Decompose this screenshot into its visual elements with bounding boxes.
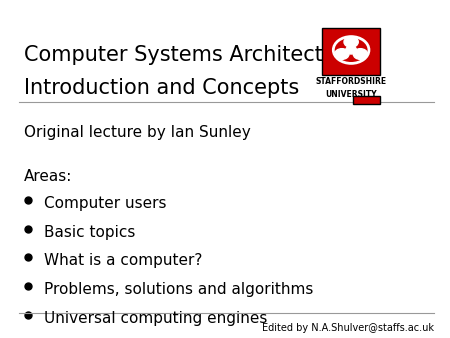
Circle shape [344,37,358,47]
Text: What is a computer?: What is a computer? [44,254,202,268]
Circle shape [346,46,356,54]
Text: Introduction and Concepts: Introduction and Concepts [24,78,299,98]
FancyBboxPatch shape [353,96,380,104]
Text: Universal computing engines: Universal computing engines [44,311,267,326]
Text: Computer Systems Architecture: Computer Systems Architecture [24,45,357,65]
Text: Edited by N.A.Shulver@staffs.ac.uk: Edited by N.A.Shulver@staffs.ac.uk [261,323,433,333]
Text: Computer users: Computer users [44,196,166,211]
Text: Original lecture by Ian Sunley: Original lecture by Ian Sunley [24,125,250,140]
Circle shape [353,49,368,59]
Text: Basic topics: Basic topics [44,225,135,240]
Text: UNIVERSITY: UNIVERSITY [325,90,377,99]
Circle shape [335,49,349,59]
Text: Problems, solutions and algorithms: Problems, solutions and algorithms [44,282,313,297]
Text: STAFFORDSHIRE: STAFFORDSHIRE [315,77,387,86]
FancyBboxPatch shape [322,28,380,75]
Text: Areas:: Areas: [24,169,72,184]
